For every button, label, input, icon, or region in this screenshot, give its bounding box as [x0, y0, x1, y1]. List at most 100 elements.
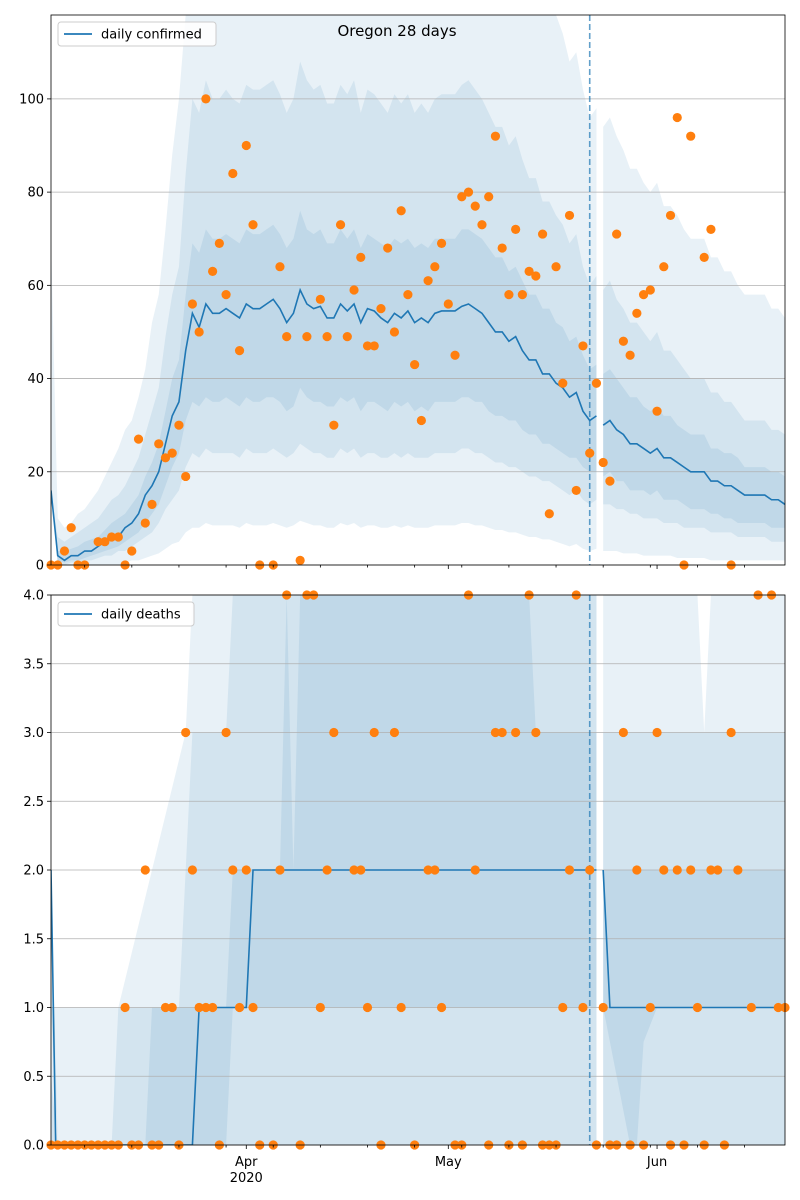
y-tick-label: 80 [27, 186, 44, 201]
observed-point [443, 299, 453, 309]
observed-point [558, 378, 568, 388]
observed-point [356, 252, 366, 262]
observed-point [659, 262, 669, 272]
observed-point [410, 359, 420, 370]
observed-point [531, 271, 541, 281]
y-tick-label: 40 [27, 372, 44, 387]
observed-point [504, 290, 514, 300]
observed-point [228, 168, 238, 179]
observed-point [282, 332, 292, 342]
observed-point [302, 332, 312, 342]
observed-point [335, 220, 346, 230]
observed-point [706, 224, 716, 235]
legend-label: daily deaths [101, 608, 181, 623]
observed-point [403, 290, 413, 300]
observed-point [201, 94, 211, 104]
observed-point [214, 238, 224, 248]
observed-point [578, 341, 588, 351]
observed-point [295, 555, 305, 565]
observed-point [571, 485, 581, 496]
y-tick-label: 4.0 [23, 589, 44, 604]
observed-point [713, 865, 723, 875]
observed-point [127, 546, 137, 556]
y-tick-label: 2.0 [23, 864, 44, 879]
observed-point [430, 262, 440, 272]
fit-line-segment [602, 419, 785, 506]
observed-point [470, 201, 480, 211]
observed-point [93, 537, 103, 547]
x-tick-label: May [435, 1155, 462, 1170]
uncertainty-bands [51, 15, 785, 565]
observed-point [645, 1002, 655, 1013]
observed-point [140, 865, 150, 875]
observed-point [706, 865, 716, 875]
observed-point [241, 865, 251, 875]
observed-point [672, 112, 682, 123]
observed-point [329, 420, 339, 430]
observed-point [558, 1002, 568, 1013]
band-inner [603, 369, 785, 528]
observed-point [477, 220, 487, 230]
observed-point [497, 243, 507, 253]
observed-point [531, 727, 541, 738]
observed-point [221, 727, 231, 738]
observed-point [450, 350, 460, 360]
observed-point [376, 304, 386, 314]
observed-point [342, 332, 352, 342]
observed-point [632, 865, 642, 875]
observed-point [369, 727, 379, 738]
observed-point [726, 727, 736, 738]
observed-point [120, 1002, 130, 1013]
observed-point [113, 532, 123, 542]
legend-label: daily confirmed [101, 28, 202, 43]
observed-point [349, 285, 359, 295]
figure-title: Oregon 28 days [337, 22, 456, 40]
observed-point [746, 1002, 756, 1013]
observed-point [208, 266, 218, 276]
band-middle [603, 280, 785, 542]
observed-point [672, 865, 682, 875]
observed-point [389, 327, 400, 337]
observed-point [585, 448, 595, 458]
observed-point [322, 332, 332, 342]
observed-point [187, 865, 198, 875]
observed-point [517, 290, 527, 300]
observed-point [625, 350, 635, 360]
observed-point [221, 290, 231, 300]
band-inner [51, 210, 597, 563]
observed-point [423, 865, 433, 875]
observed-point [436, 1002, 447, 1013]
observed-point [107, 532, 117, 542]
observed-point [699, 252, 709, 262]
observed-point [598, 1002, 608, 1013]
band-outer [603, 117, 785, 561]
observed-point [147, 499, 157, 510]
observed-point [59, 546, 70, 556]
observed-point [564, 210, 575, 221]
observed-point [423, 276, 433, 286]
observed-point [228, 865, 238, 875]
observed-point [551, 262, 561, 272]
y-tick-label: 20 [27, 465, 44, 480]
observed-point [537, 229, 548, 239]
observed-point [470, 865, 480, 875]
observed-point [241, 140, 251, 151]
observed-point [591, 378, 602, 388]
observed-point [234, 345, 245, 356]
observed-point [618, 727, 628, 738]
y-tick-label: 100 [19, 92, 44, 107]
observed-point [430, 865, 440, 875]
observed-point [154, 439, 164, 449]
observed-point [167, 448, 177, 458]
observed-point [356, 865, 366, 875]
observed-point [773, 1002, 783, 1013]
observed-point [659, 865, 669, 875]
observed-point [275, 262, 285, 272]
observed-point [497, 727, 507, 738]
y-tick-label: 60 [27, 279, 44, 294]
fit-line-segment [51, 287, 597, 562]
observed-point [585, 865, 595, 875]
observed-point [322, 865, 332, 875]
